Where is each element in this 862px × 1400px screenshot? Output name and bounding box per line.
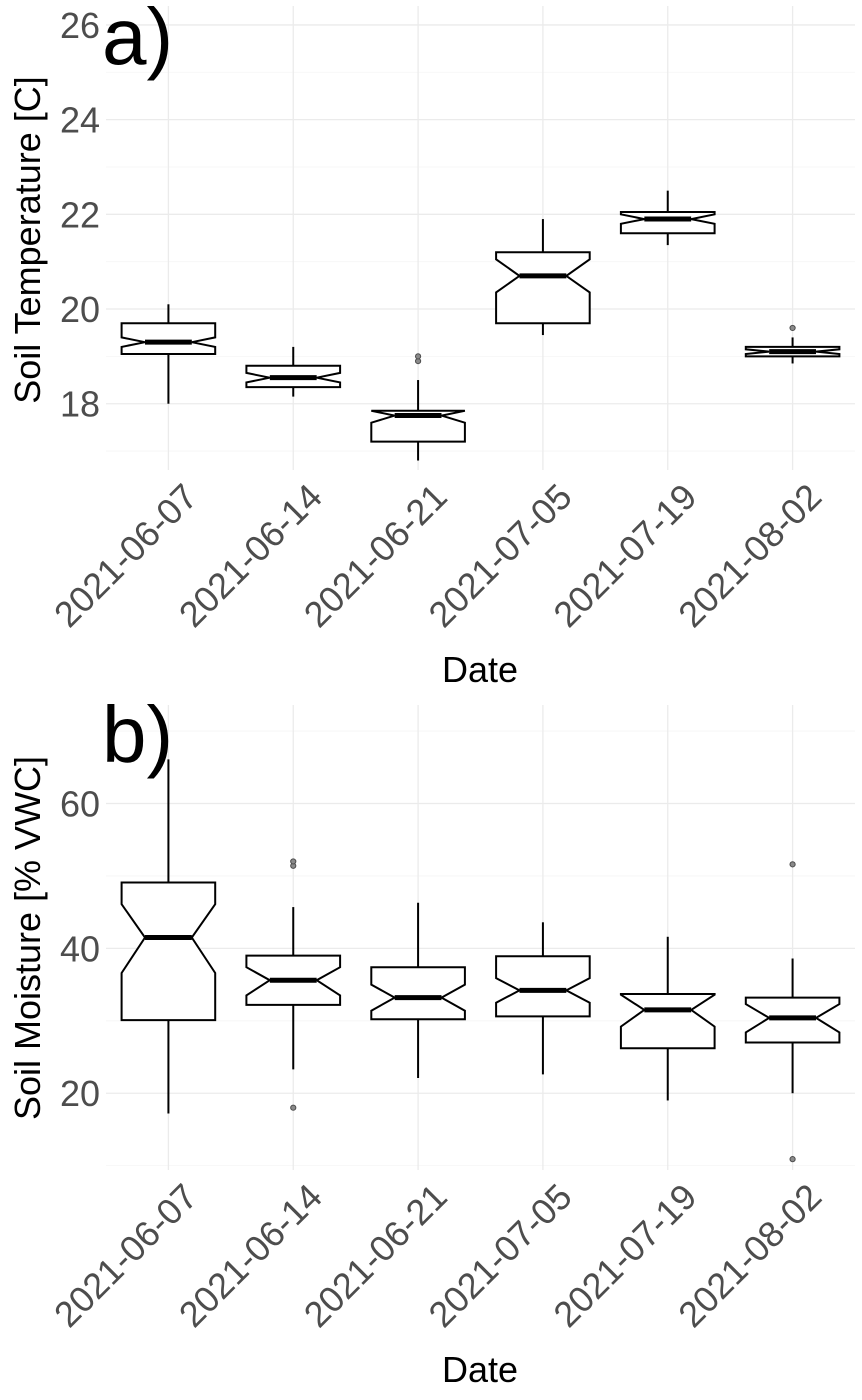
box-body [120,881,217,1022]
box-2021-07-05 [495,922,591,1075]
y-tick-label: 20 [60,1073,100,1114]
box-2021-06-14 [245,346,342,397]
box-2021-06-07 [120,759,217,1114]
box-body [495,251,591,325]
outlier-point [789,861,796,868]
temperature-x-axis-title: Date [442,649,518,690]
temperature-panel: 18 20 22 24 26 2021-06-072021-06-142021-06-2… [7,0,855,690]
temperature-grid [106,6,855,470]
y-tick-label: 26 [60,5,100,46]
moisture-x-axis-title: Date [442,1349,518,1390]
box-2021-06-21 [370,902,466,1079]
box-2021-06-14 [245,858,342,1111]
moisture-y-axis-title: Soil Moisture [% VWC] [7,756,48,1120]
box-body [120,322,217,355]
y-tick-label: 20 [60,289,100,330]
temperature-boxes [120,190,841,461]
y-tick-label: 60 [60,784,100,825]
moisture-boxes [120,759,841,1163]
y-tick-label: 40 [60,928,100,969]
outlier-point [290,858,297,865]
outlier-point [290,1104,297,1111]
box-2021-08-02 [744,861,841,1163]
box-2021-06-07 [120,304,217,404]
moisture-y-ticks: 20 40 60 [60,784,100,1115]
y-tick-label: 18 [60,384,100,425]
box-body [495,955,591,1018]
moisture-grid [106,705,855,1170]
box-body [619,211,716,235]
y-tick-label: 24 [60,100,100,141]
outlier-point [789,324,796,332]
panel-label-a: a) [102,0,173,81]
moisture-panel: 20 40 60 2021-06-072021-06-142021-06-21202… [7,690,855,1390]
y-tick-label: 22 [60,194,100,235]
outlier-point [414,353,422,360]
box-2021-07-05 [495,219,591,336]
temperature-y-ticks: 18 20 22 24 26 [60,5,100,425]
panel-label-b: b) [102,690,173,779]
box-2021-08-02 [744,324,841,364]
box-2021-06-21 [370,353,466,461]
temperature-x-ticks: 2021-06-072021-06-142021-06-212021-07-05… [46,476,829,635]
box-body [370,409,466,443]
box-2021-07-19 [619,936,716,1101]
box-2021-07-19 [619,190,716,246]
box-body [619,993,716,1050]
temperature-y-axis-title: Soil Temperature [C] [7,76,48,403]
box-body [370,966,466,1021]
outlier-point [789,1156,796,1163]
moisture-x-ticks: 2021-06-072021-06-142021-06-212021-07-05… [46,1176,829,1335]
